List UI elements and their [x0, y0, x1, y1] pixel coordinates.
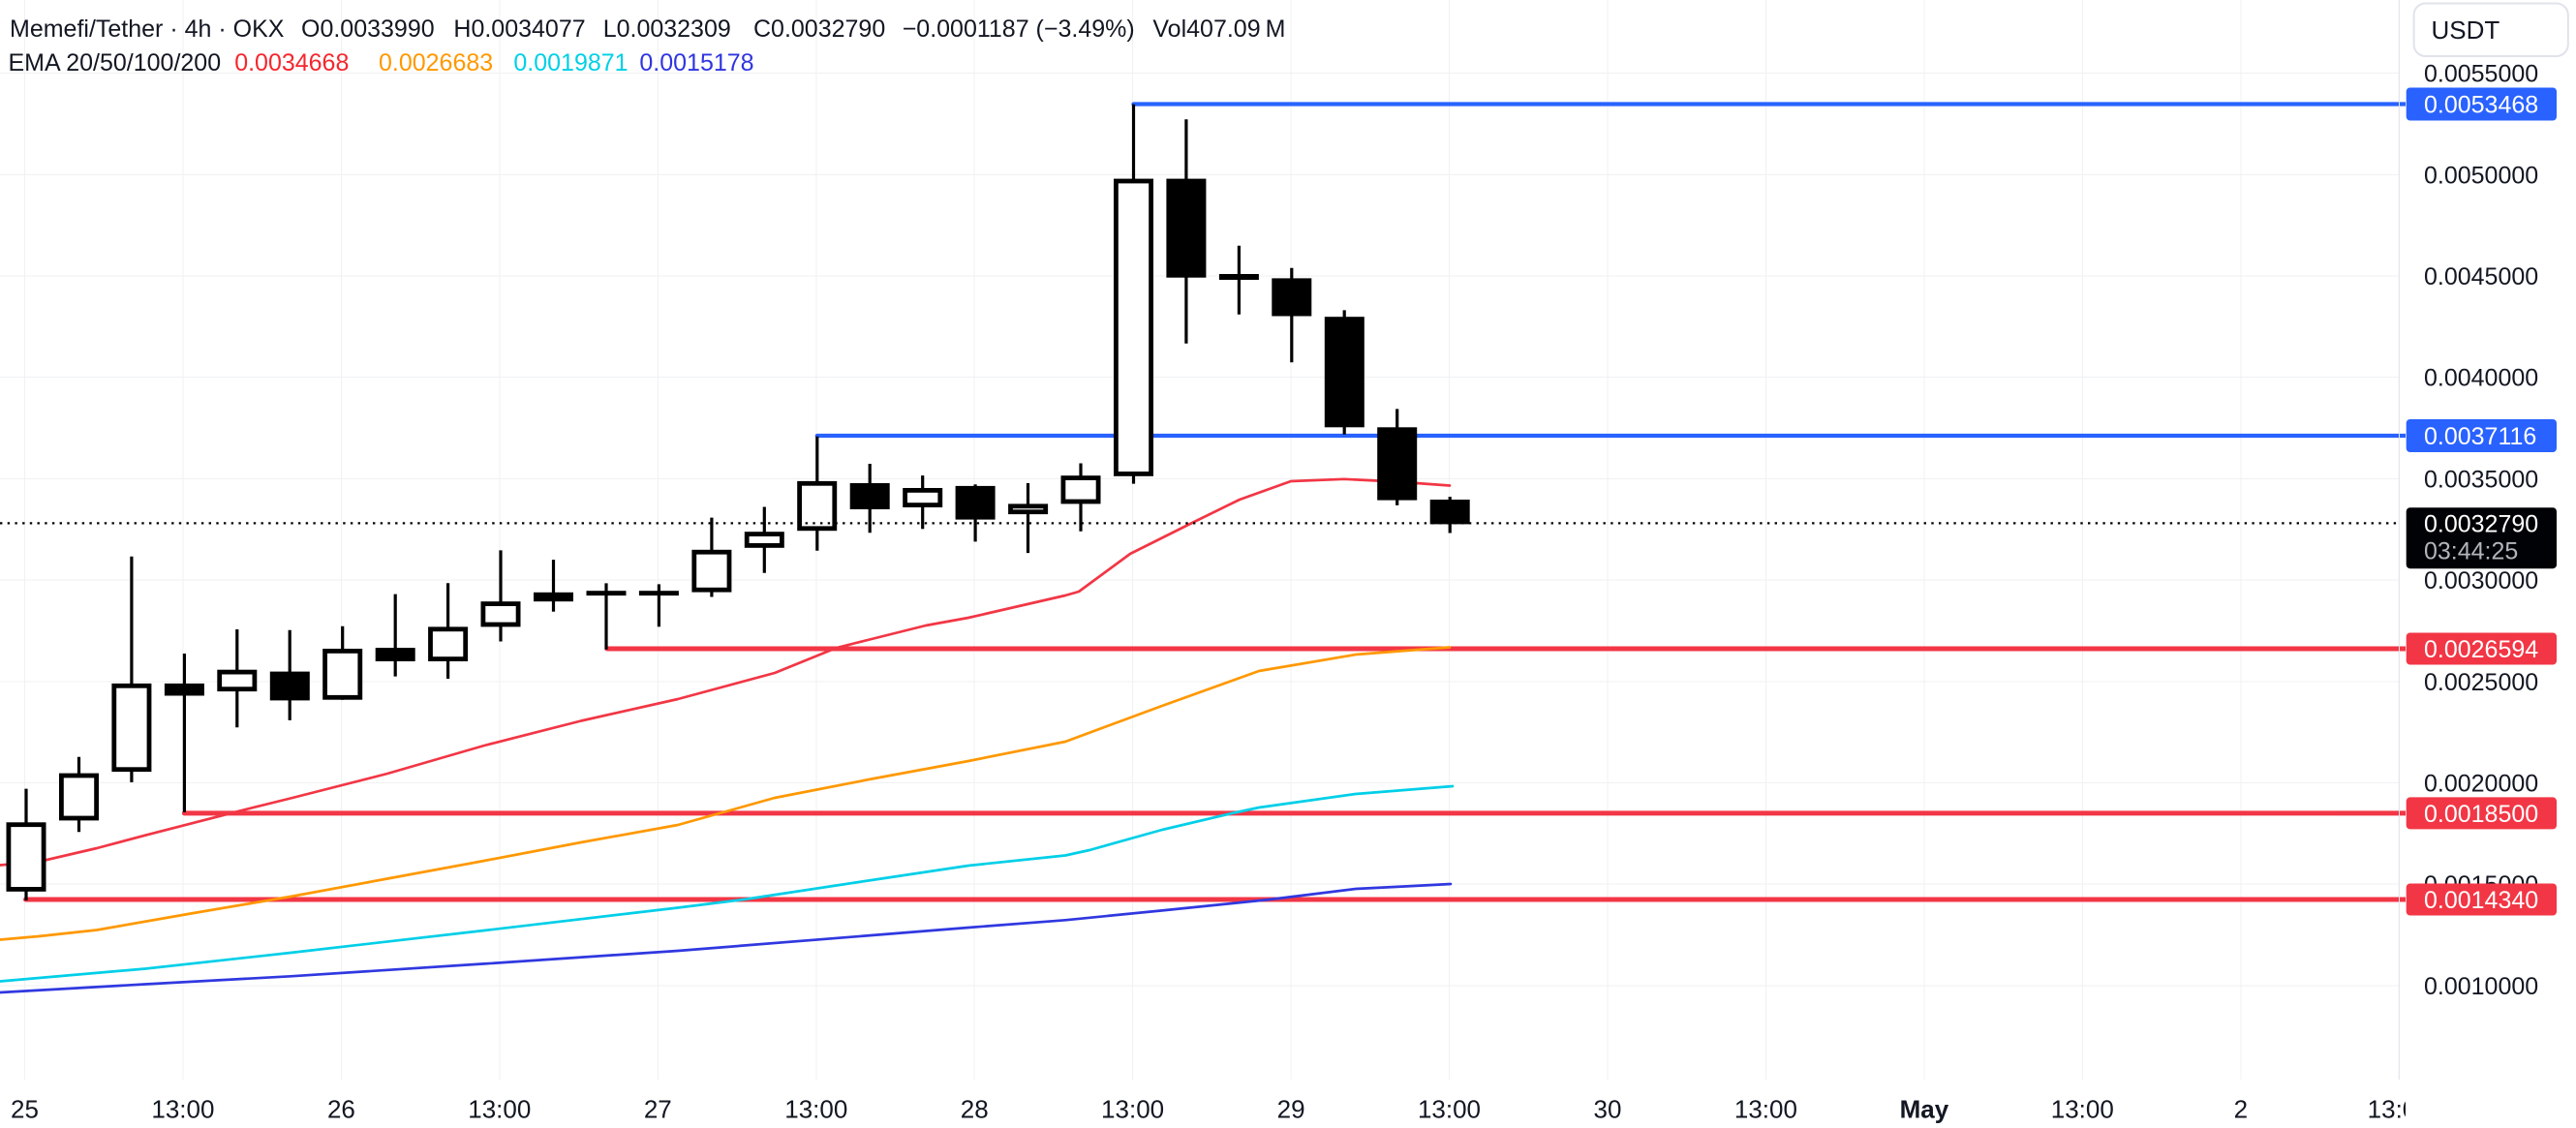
svg-text:03:44:25: 03:44:25 [2424, 538, 2518, 565]
svg-text:26: 26 [327, 1095, 355, 1124]
svg-text:13:00: 13:00 [784, 1095, 847, 1124]
svg-text:13:00: 13:00 [468, 1095, 531, 1124]
svg-text:13:00: 13:00 [2051, 1095, 2114, 1124]
svg-text:0.0019871: 0.0019871 [513, 49, 628, 76]
svg-text:13:00: 13:00 [1101, 1095, 1164, 1124]
svg-text:0.0032790: 0.0032790 [2424, 511, 2538, 538]
svg-text:O0.0033990: O0.0033990 [301, 15, 435, 43]
svg-text:May: May [1900, 1095, 1949, 1124]
svg-text:Memefi/Tether · 4h · OKX: Memefi/Tether · 4h · OKX [10, 15, 285, 43]
svg-text:0.0026683: 0.0026683 [379, 49, 493, 76]
svg-text:0.0014340: 0.0014340 [2424, 887, 2538, 914]
svg-text:13:00: 13:00 [1734, 1095, 1797, 1124]
svg-text:0.0045000: 0.0045000 [2424, 263, 2538, 290]
svg-text:H0.0034077: H0.0034077 [453, 15, 585, 43]
svg-text:−0.0001187 (−3.49%): −0.0001187 (−3.49%) [903, 15, 1135, 43]
svg-text:0.0040000: 0.0040000 [2424, 365, 2538, 392]
svg-text:L0.0032309: L0.0032309 [603, 15, 731, 43]
svg-text:0.0010000: 0.0010000 [2424, 973, 2538, 1000]
svg-text:0.0026594: 0.0026594 [2424, 636, 2538, 663]
svg-text:29: 29 [1277, 1095, 1305, 1124]
svg-text:0.0034668: 0.0034668 [234, 49, 349, 76]
svg-text:0.0050000: 0.0050000 [2424, 162, 2538, 189]
svg-text:USDT: USDT [2432, 15, 2500, 45]
svg-text:0.0035000: 0.0035000 [2424, 466, 2538, 493]
svg-text:13:00: 13:00 [151, 1095, 214, 1124]
svg-text:0.0025000: 0.0025000 [2424, 669, 2538, 696]
svg-text:27: 27 [644, 1095, 672, 1124]
svg-text:28: 28 [961, 1095, 989, 1124]
svg-text:25: 25 [11, 1095, 39, 1124]
svg-text:13:00: 13:00 [1418, 1095, 1481, 1124]
svg-text:0.0030000: 0.0030000 [2424, 567, 2538, 594]
svg-text:2: 2 [2234, 1095, 2248, 1124]
svg-text:0.0037116: 0.0037116 [2424, 423, 2536, 450]
svg-text:0.0053468: 0.0053468 [2424, 92, 2538, 119]
svg-text:EMA 20/50/100/200: EMA 20/50/100/200 [9, 49, 222, 76]
svg-text:Vol407.09 M: Vol407.09 M [1152, 15, 1285, 43]
svg-text:0.0015178: 0.0015178 [639, 49, 753, 76]
svg-text:C0.0032790: C0.0032790 [753, 15, 885, 43]
svg-text:0.0018500: 0.0018500 [2424, 801, 2538, 828]
svg-text:30: 30 [1594, 1095, 1622, 1124]
svg-text:0.0020000: 0.0020000 [2424, 771, 2538, 798]
svg-text:0.0055000: 0.0055000 [2424, 61, 2538, 88]
